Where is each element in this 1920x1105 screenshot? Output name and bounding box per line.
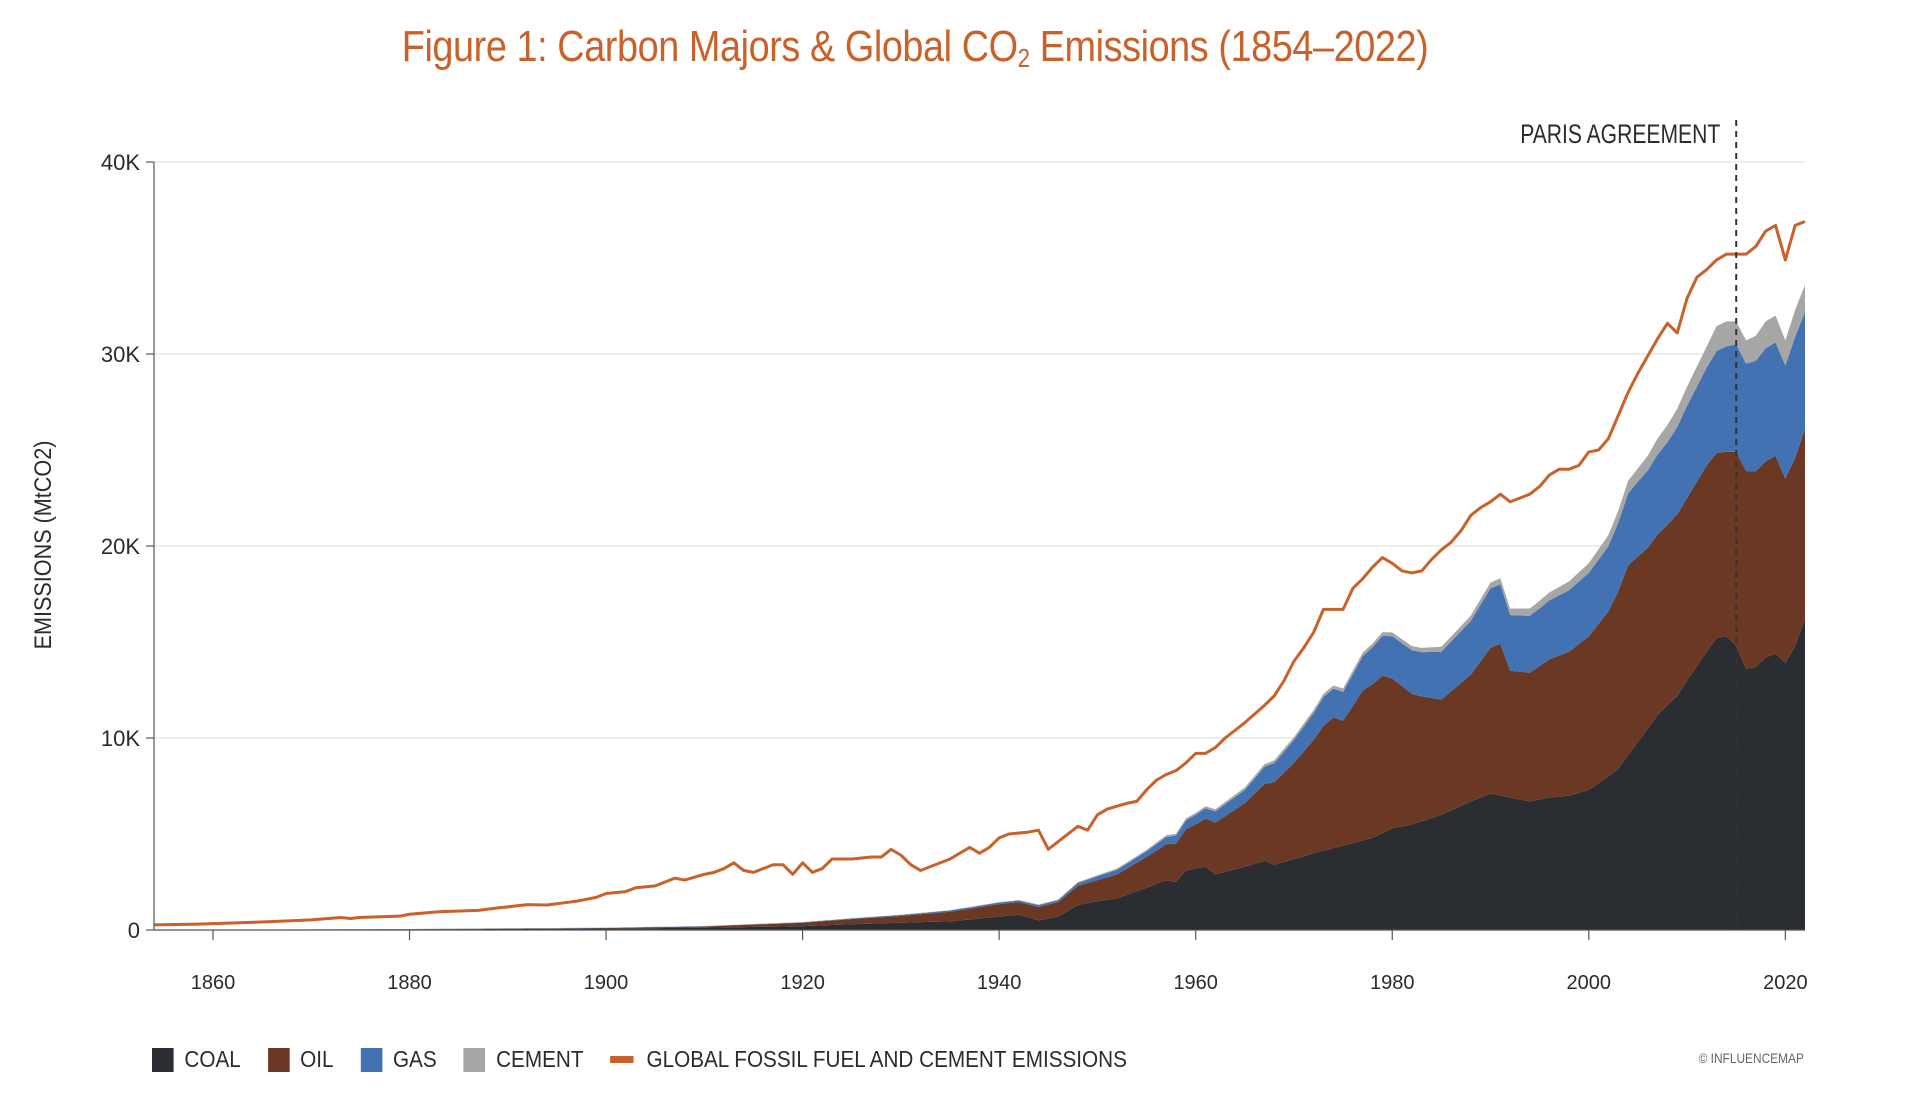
legend-label-coal: COAL bbox=[184, 1046, 241, 1072]
legend-swatch-cement bbox=[463, 1047, 486, 1072]
area-coal bbox=[154, 618, 1805, 930]
credit: © INFLUENCEMAP bbox=[1698, 1050, 1804, 1066]
x-tick-label-1940: 1940 bbox=[977, 972, 1022, 994]
legend-swatch-coal bbox=[152, 1047, 174, 1072]
x-tick-label-2020: 2020 bbox=[1763, 972, 1808, 994]
line-global bbox=[153, 220, 1806, 927]
legend-swatch-gas bbox=[360, 1047, 383, 1072]
x-tick-label-2000: 2000 bbox=[1567, 972, 1612, 994]
x-tick-label-1860: 1860 bbox=[191, 972, 236, 994]
legend-swatch-oil bbox=[267, 1047, 290, 1072]
area-gas bbox=[154, 311, 1805, 930]
legend-item-gas: GAS bbox=[360, 1046, 437, 1073]
legend-swatch-global bbox=[610, 1056, 634, 1063]
x-tick-label-1960: 1960 bbox=[1173, 972, 1218, 994]
y-tick-label-40K: 40K bbox=[101, 150, 140, 175]
y-tick-label-20K: 20K bbox=[101, 534, 140, 559]
x-tick-label-1980: 1980 bbox=[1370, 972, 1415, 994]
legend-item-coal: COAL bbox=[152, 1046, 241, 1073]
y-tick-label-0: 0 bbox=[128, 918, 140, 943]
area-oil bbox=[154, 428, 1805, 930]
legend: COAL OIL GAS CEMENT GLOBAL FOSSIL FUEL A… bbox=[152, 1046, 1154, 1073]
annotation-label: PARIS AGREEMENT bbox=[1520, 119, 1720, 149]
x-tick-label-1920: 1920 bbox=[780, 972, 825, 994]
legend-label-global: GLOBAL FOSSIL FUEL AND CEMENT EMISSIONS bbox=[646, 1046, 1127, 1072]
chart-title: Figure 1: Carbon Majors & Global CO2 Emi… bbox=[401, 22, 1429, 73]
legend-label-oil: OIL bbox=[300, 1046, 334, 1072]
y-tick-label-30K: 30K bbox=[101, 342, 140, 367]
legend-label-gas: GAS bbox=[392, 1046, 437, 1072]
x-tick-label-1900: 1900 bbox=[584, 972, 629, 994]
x-tick-label-1880: 1880 bbox=[387, 972, 432, 994]
legend-item-cement: CEMENT bbox=[463, 1046, 584, 1073]
legend-item-oil: OIL bbox=[267, 1046, 334, 1073]
legend-label-cement: CEMENT bbox=[496, 1046, 584, 1072]
legend-item-global: GLOBAL FOSSIL FUEL AND CEMENT EMISSIONS bbox=[610, 1046, 1127, 1073]
y-tick-label-10K: 10K bbox=[101, 726, 140, 751]
